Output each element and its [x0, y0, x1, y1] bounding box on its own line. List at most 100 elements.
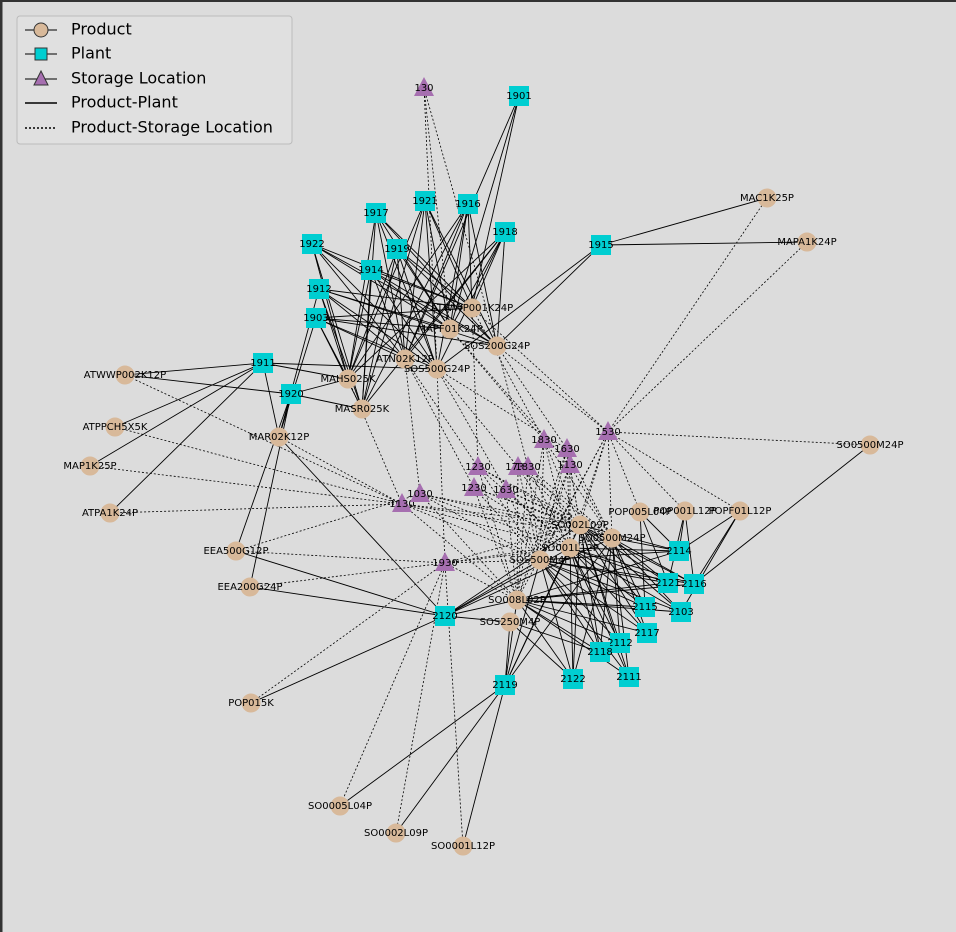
product-plant-edge [449, 203, 469, 330]
product-plant-edge [370, 269, 473, 309]
storage-label: 1230 [465, 462, 490, 473]
product-node [860, 435, 880, 455]
product-storage-edge [496, 345, 609, 433]
product-plant-edge [347, 203, 469, 380]
product-storage-edge [109, 503, 403, 514]
product-storage-edge [419, 493, 571, 549]
storage-node [392, 493, 412, 512]
product-storage-edge [114, 426, 403, 505]
product-label: POP015K [228, 698, 274, 709]
product-label: SO001L12P [541, 543, 599, 554]
product-storage-edge [607, 241, 808, 433]
plant-node [684, 574, 704, 594]
legend-marker [34, 47, 48, 61]
product-plant-edge [249, 393, 292, 588]
plant-node [495, 222, 515, 242]
plant-label: 2118 [587, 647, 612, 658]
product-plant-edge [436, 203, 469, 370]
product-plant-edge [278, 317, 317, 438]
product-storage-edge [339, 562, 446, 807]
product-storage-edge [607, 431, 613, 539]
product-plant-edge [404, 95, 520, 360]
product-plant-edge [395, 684, 506, 834]
product-plant-edge [370, 269, 438, 370]
product-label: MAPA1K24P [777, 237, 836, 248]
product-storage-edge [235, 550, 446, 564]
product-label: ATWWP001K24P [431, 303, 513, 314]
product-storage-edge [444, 537, 613, 564]
storage-node [560, 454, 580, 473]
product-plant-edge [579, 524, 669, 584]
product-node [80, 456, 100, 476]
storage-node [598, 421, 618, 440]
product-plant-edge [249, 586, 446, 617]
product-plant-edge [693, 510, 741, 585]
storage-label: 1830 [531, 435, 556, 446]
product-node [730, 501, 750, 521]
product-plant-edge [539, 559, 646, 608]
plant-label: 2114 [666, 546, 691, 557]
plant-node [387, 239, 407, 259]
storage-label: 130 [414, 83, 433, 94]
product-plant-edge [516, 550, 680, 601]
product-storage-edge [516, 439, 545, 601]
storage-label: 1130 [557, 460, 582, 471]
product-label: SO0500M24P [578, 533, 645, 544]
plant-label: 1919 [384, 244, 409, 255]
product-storage-edge [539, 448, 568, 561]
product-plant-edge [396, 248, 498, 347]
storage-label: 1530 [595, 427, 620, 438]
plant-label: 2103 [668, 607, 693, 618]
product-label: EEA200G24P [217, 582, 282, 593]
product-storage-edge [516, 464, 571, 601]
storage-label: 1830 [515, 462, 540, 473]
product-storage-edge [449, 328, 545, 441]
product-plant-edge [539, 559, 601, 653]
product-plant-edge [471, 231, 506, 309]
plant-node [302, 234, 322, 254]
product-plant-edge [599, 537, 613, 653]
product-node [570, 515, 590, 535]
product-plant-edge [504, 547, 571, 686]
product-label: MAPF01K24P [417, 324, 482, 335]
product-storage-edge [423, 87, 498, 347]
plant-node [495, 675, 515, 695]
product-plant-edge [504, 537, 613, 686]
product-plant-edge [396, 248, 451, 330]
product-plant-edge [444, 615, 511, 623]
storage-label: 1730 [505, 462, 530, 473]
product-storage-edge [444, 547, 571, 564]
product-storage-edge [516, 448, 568, 601]
product-plant-edge [311, 243, 451, 330]
plant-label: 1903 [303, 313, 328, 324]
product-storage-edge [404, 358, 421, 495]
product-plant-edge [318, 288, 473, 309]
plant-node [366, 203, 386, 223]
plant-node [619, 667, 639, 687]
product-node [530, 550, 550, 570]
product-label: MAHS025K [321, 374, 376, 385]
product-plant-edge [611, 537, 680, 552]
product-storage-edge [401, 503, 581, 526]
product-storage-edge [471, 307, 609, 433]
plant-label: 2121 [655, 578, 680, 589]
product-plant-edge [436, 244, 602, 370]
plant-node [669, 541, 689, 561]
product-plant-edge [496, 231, 506, 347]
plant-label: 1922 [299, 239, 324, 250]
product-storage-edge [473, 487, 541, 561]
plant-node [563, 669, 583, 689]
plant-label: 2116 [681, 579, 706, 590]
plant-label: 1920 [278, 389, 303, 400]
legend-box [16, 15, 293, 145]
product-plant-edge [600, 241, 808, 246]
product-plant-edge [600, 197, 768, 246]
product-storage-edge [505, 489, 541, 561]
storage-label: 1930 [432, 558, 457, 569]
product-label: ATWWP002K12P [84, 370, 166, 381]
product-plant-edge [579, 524, 680, 552]
product-storage-edge [543, 439, 581, 526]
legend: Product Plant Storage Location Product-P… [16, 15, 293, 145]
product-storage-edge [401, 503, 571, 549]
product-label: ATPA1K24P [82, 508, 138, 519]
